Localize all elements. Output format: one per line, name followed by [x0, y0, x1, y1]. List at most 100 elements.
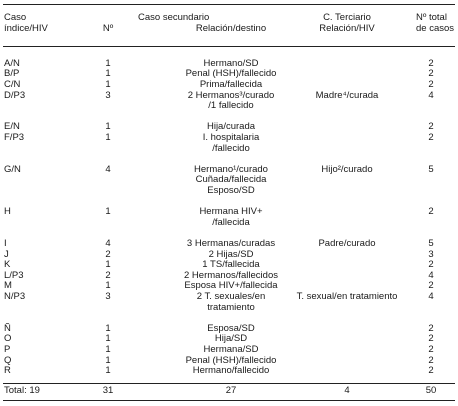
cell-total: 2 [428, 333, 434, 345]
cell-relacion: /fallecida [212, 216, 250, 228]
cell-relacion: Cuñada/fallecida [195, 174, 267, 186]
cell-terciario: T. sexual/en tratamiento [296, 291, 398, 303]
cell-relacion: Hermana HIV+ [199, 206, 263, 218]
header-total: Nº total [416, 12, 447, 23]
cell-relacion: Prima/fallecida [199, 79, 263, 91]
cell-relacion: Hija/SD [214, 333, 248, 345]
cell-total: 2 [428, 365, 434, 377]
cell-n: 3 [105, 291, 111, 303]
cell-caso: K [4, 259, 11, 271]
cell-caso: P [4, 344, 11, 356]
cell-n: 4 [105, 163, 111, 175]
header-relacion-hiv: Relación/HIV [319, 23, 375, 34]
cell-n: 2 [105, 269, 111, 281]
cell-relacion: 3 Hermanas/curadas [186, 238, 276, 250]
cell-n: 1 [105, 132, 111, 144]
totals-relacion: 27 [225, 385, 237, 396]
cell-n: 1 [105, 344, 111, 356]
header-indice: índice/HIV [4, 23, 48, 34]
table-header-rule [3, 46, 455, 47]
totals-terciario: 4 [344, 385, 350, 396]
cell-n: 2 [105, 248, 111, 260]
cell-caso: H [4, 206, 11, 218]
cell-relacion: Penal (HSH)/fallecido [185, 68, 277, 80]
cell-relacion: Hija/curada [206, 121, 256, 133]
cell-terciario: Hijo²/curado [321, 163, 373, 175]
cell-total: 2 [428, 280, 434, 292]
cell-relacion: Hermano¹/curado [194, 163, 268, 175]
cell-relacion: Hermano/fallecido [192, 365, 270, 377]
cell-n: 1 [105, 322, 111, 334]
cell-total: 2 [428, 132, 434, 144]
cell-relacion: Esposa HIV+/fallecida [184, 280, 278, 292]
cell-relacion: Esposa/SD [207, 322, 255, 334]
cell-caso: R [4, 365, 11, 377]
header-caso-secundario: Caso secundario [138, 12, 210, 23]
cell-caso: A/N [4, 57, 20, 69]
table-totals-rule [3, 383, 455, 384]
cell-caso: G/N [4, 163, 21, 175]
cell-total: 5 [428, 238, 434, 250]
cell-relacion: 2 T. sexuales/en [196, 291, 266, 303]
header-relacion-destino: Relación/destino [195, 23, 267, 34]
totals-total: 50 [425, 385, 437, 396]
cell-relacion: tratamiento [207, 301, 255, 313]
cell-total: 2 [428, 344, 434, 356]
cell-total: 2 [428, 57, 434, 69]
cell-caso: D/P3 [4, 89, 26, 101]
cell-terciario: Madre⁴/curada [315, 89, 379, 101]
cell-n: 1 [105, 354, 111, 366]
cell-relacion: Hermano/SD [203, 57, 259, 69]
cell-n: 1 [105, 365, 111, 377]
cell-caso: B/P [4, 68, 20, 80]
cell-total: 2 [428, 68, 434, 80]
cell-relacion: /fallecido [212, 142, 250, 154]
totals-caso: Total: 19 [4, 385, 40, 396]
cell-n: 1 [105, 57, 111, 69]
cell-caso: E/N [4, 121, 20, 133]
cell-n: 1 [105, 333, 111, 345]
cell-caso: Ñ [4, 322, 11, 334]
cell-relacion: 1 TS/fallecida [202, 259, 260, 271]
cell-total: 2 [428, 206, 434, 218]
cell-n: 1 [105, 79, 111, 91]
cell-caso: L/P3 [4, 269, 24, 281]
table-top-rule [3, 4, 455, 5]
totals-n: 31 [102, 385, 114, 396]
cell-relacion: I. hospitalaria [202, 132, 260, 144]
header-de-casos: de casos [416, 23, 455, 34]
cell-total: 2 [428, 354, 434, 366]
cell-caso: O [4, 333, 12, 345]
cell-total: 2 [428, 259, 434, 271]
cell-total: 5 [428, 163, 434, 175]
cell-caso: N/P3 [4, 291, 26, 303]
cell-terciario: Padre/curado [318, 238, 376, 250]
table-bottom-rule [3, 400, 455, 401]
cell-total: 2 [428, 322, 434, 334]
cell-n: 3 [105, 89, 111, 101]
cell-relacion: Penal (HSH)/fallecido [185, 354, 277, 366]
cell-n: 1 [105, 68, 111, 80]
cell-caso: C/N [4, 79, 21, 91]
cell-relacion: Hermana/SD [203, 344, 259, 356]
cell-relacion: /1 fallecido [208, 100, 254, 112]
cell-caso: I [4, 238, 7, 250]
cell-total: 4 [428, 291, 434, 303]
cell-relacion: 2 Hermanos/fallecidos [184, 269, 278, 281]
cell-total: 3 [428, 248, 434, 260]
cell-n: 1 [105, 206, 111, 218]
cell-caso: M [4, 280, 12, 292]
cell-total: 2 [428, 79, 434, 91]
cell-caso: Q [4, 354, 12, 366]
cell-n: 4 [105, 238, 111, 250]
cell-total: 4 [428, 269, 434, 281]
header-caso: Caso [4, 12, 27, 23]
cell-relacion: 2 Hermanos³/curado [187, 89, 275, 101]
cell-caso: F/P3 [4, 132, 25, 144]
cell-total: 2 [428, 121, 434, 133]
cell-n: 1 [105, 121, 111, 133]
cell-caso: J [4, 248, 9, 260]
cell-n: 1 [105, 259, 111, 271]
header-c-terciario: C. Terciario [323, 12, 371, 23]
cell-total: 4 [428, 89, 434, 101]
